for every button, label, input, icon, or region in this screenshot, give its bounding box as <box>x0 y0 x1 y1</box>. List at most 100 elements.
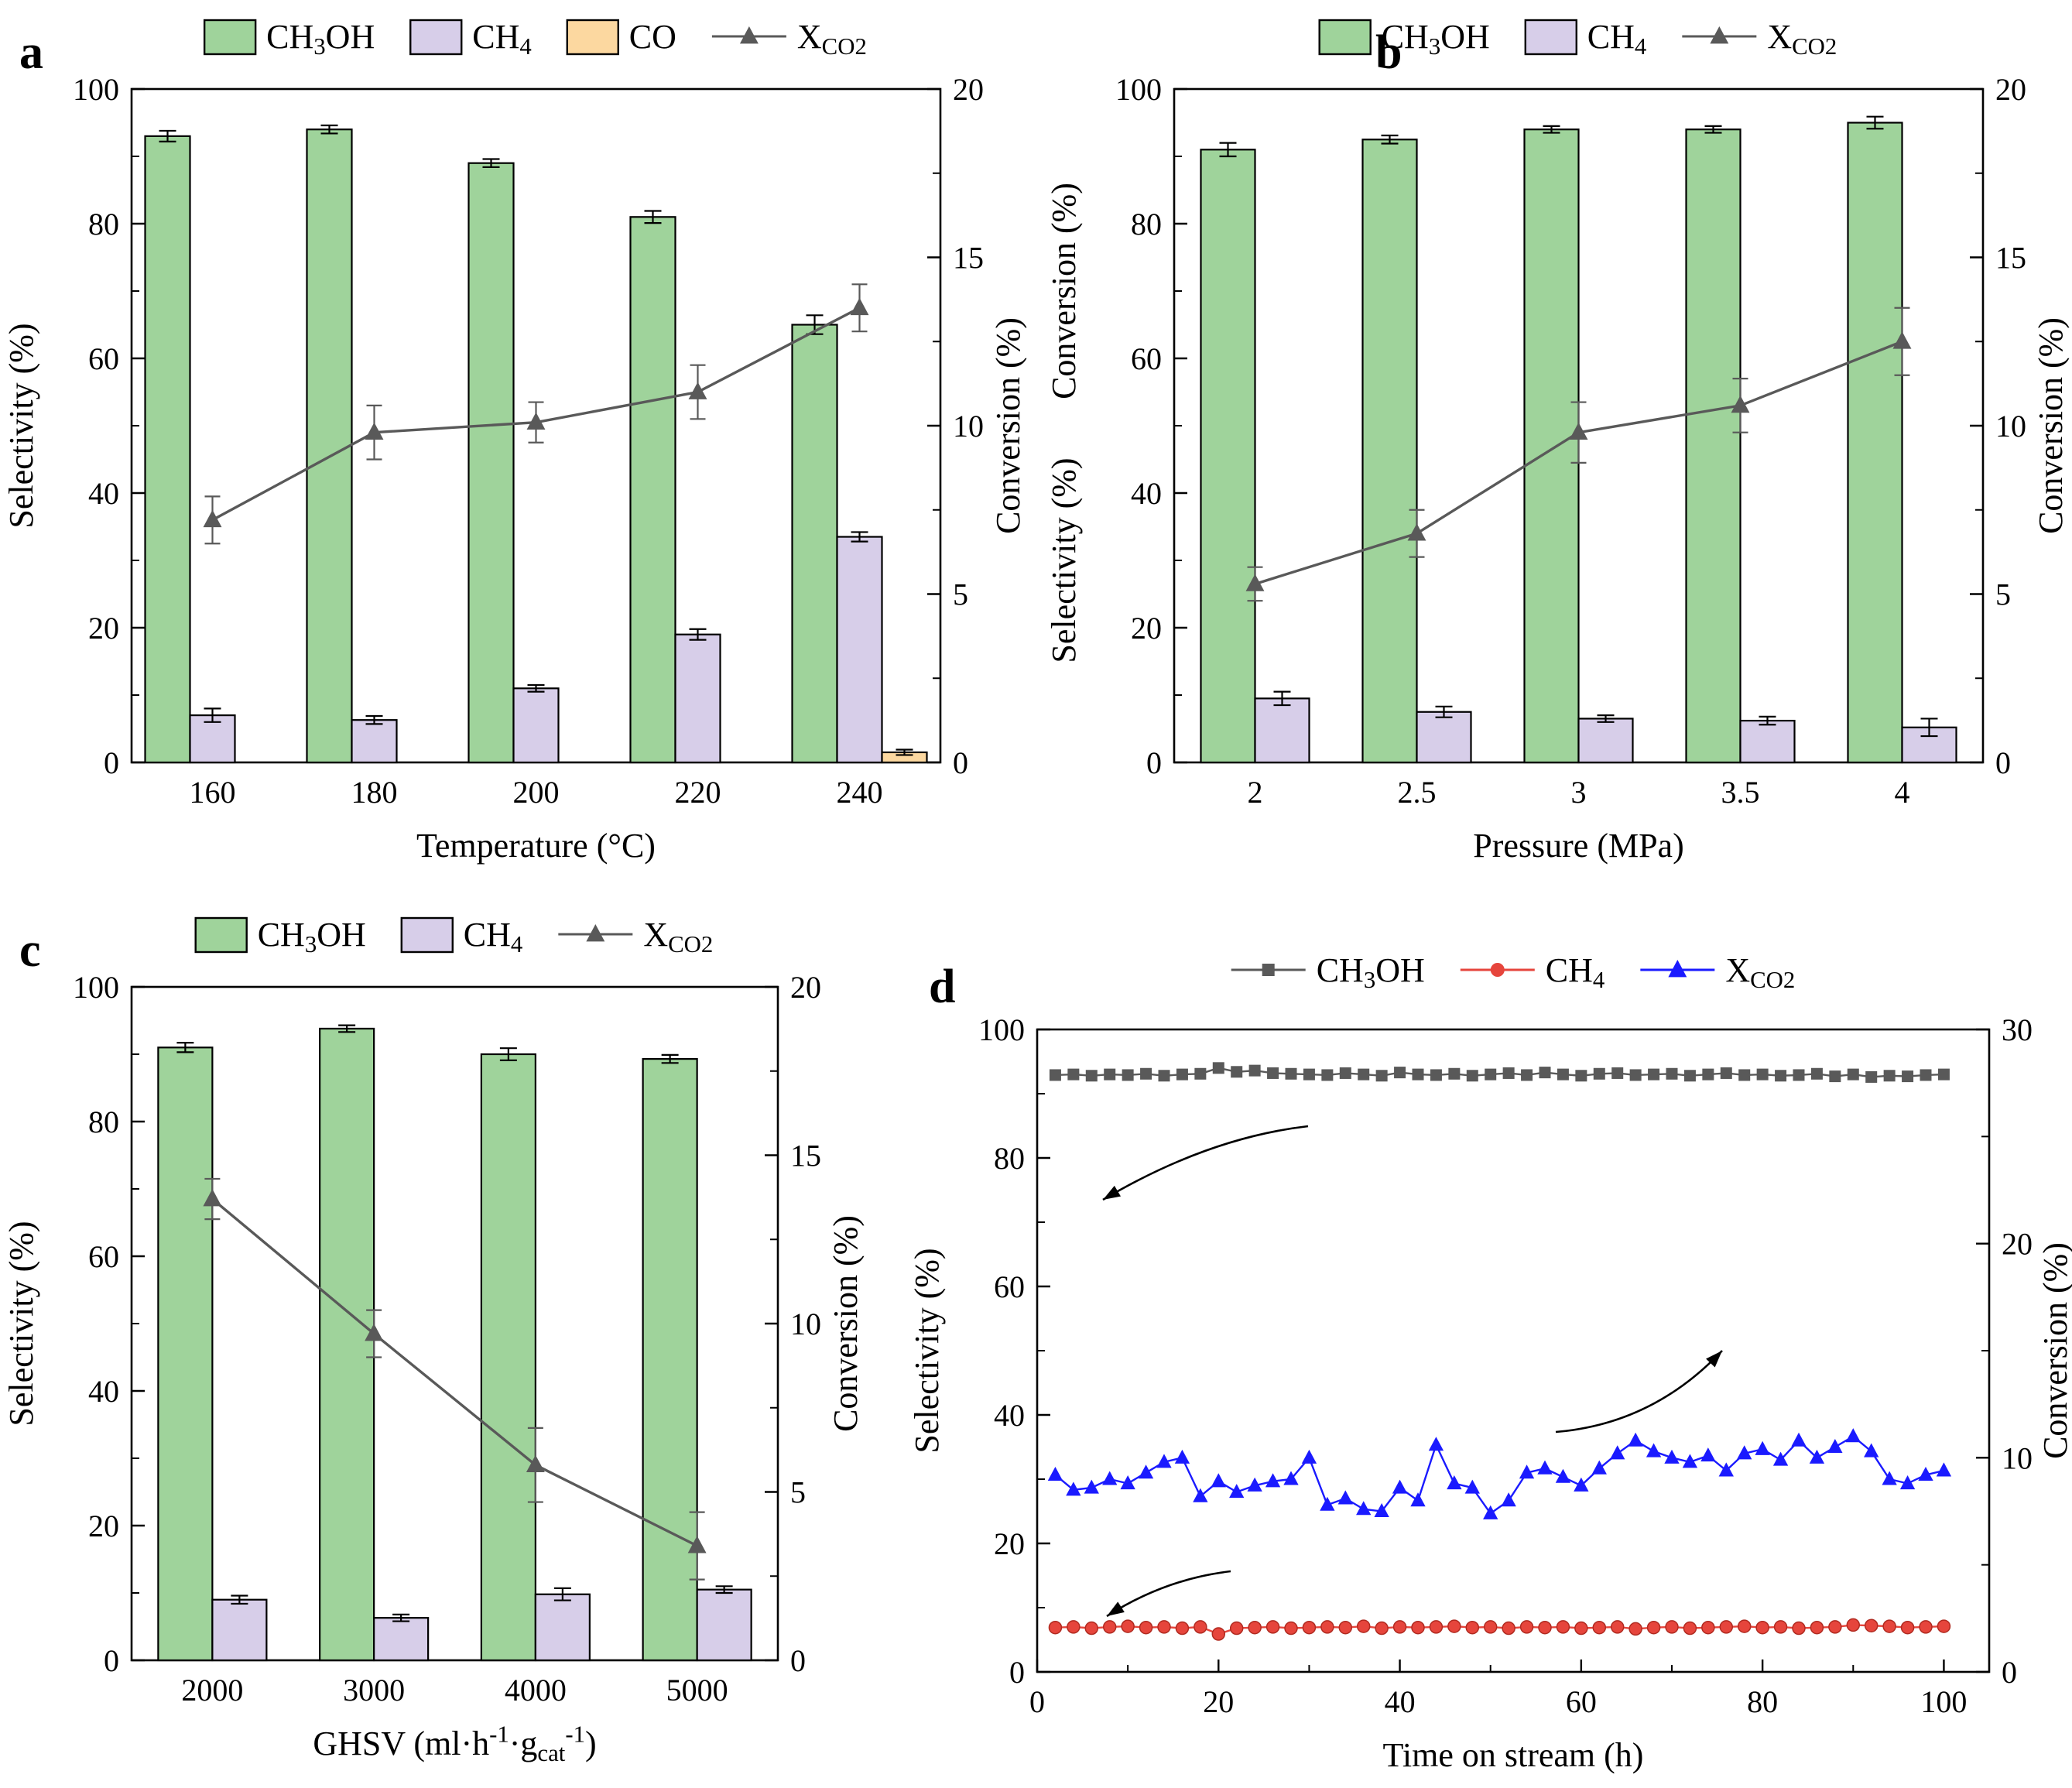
square-marker <box>1793 1069 1805 1081</box>
circle-marker <box>1556 1620 1570 1634</box>
triangle-marker <box>1229 1484 1245 1499</box>
triangle-marker <box>1755 1440 1770 1455</box>
square-marker <box>1085 1070 1098 1082</box>
panel-c-ghsv-chart: c 0 20 40 60 80 100 0 5 10 15 20 2000 3000 4000 5000 GHS… <box>2 916 865 1766</box>
square-marker <box>1937 1068 1950 1081</box>
y-left-label-1: Conversion (%) <box>1045 183 1083 399</box>
bar <box>1577 718 1634 764</box>
chart-text: 20 <box>88 611 119 646</box>
axes: 0 20 40 60 80 100 0 5 10 15 20 160 180 200 220 240 <box>73 72 984 810</box>
triangle-marker <box>1918 1466 1933 1481</box>
circle-marker <box>1302 1620 1317 1635</box>
chart-text: 80 <box>994 1141 1025 1176</box>
legend-item-CH3OH: CH3​OH <box>1318 18 1490 60</box>
chart-text: 80 <box>88 207 119 241</box>
arrow-ch3oh-to-left-axis <box>1102 1125 1309 1201</box>
x-axis-label: GHSV (ml·h-1​·gcat​-1​) <box>313 1721 596 1766</box>
bar <box>696 1588 752 1662</box>
axes: 0 20 40 60 80 100 0 10 20 30 0 20 40 60 80 100 <box>978 1012 2033 1719</box>
bar <box>319 1027 375 1662</box>
bar <box>1523 128 1580 764</box>
chart-text: 20 <box>88 1509 119 1543</box>
circle-marker <box>1882 1619 1896 1633</box>
legend-swatch <box>203 19 257 56</box>
triangle-marker <box>586 924 605 942</box>
triangle-marker <box>1120 1475 1135 1490</box>
chart-text: 0 <box>1995 745 2011 780</box>
triangle-marker <box>1337 1490 1353 1505</box>
triangle-marker <box>1483 1505 1498 1519</box>
chart-text: 60 <box>88 341 119 376</box>
scatter-series-CH4 <box>1048 1618 1951 1641</box>
circle-marker <box>1519 1620 1534 1634</box>
x-tick-label: 100 <box>1920 1684 1967 1719</box>
scatter-series-CH3OH <box>1049 1062 1950 1083</box>
x-tick-label: 240 <box>837 775 883 810</box>
square-marker <box>1666 1067 1678 1080</box>
square-marker <box>1303 1068 1315 1081</box>
x-tick-label: 40 <box>1385 1684 1416 1719</box>
bar <box>512 687 560 764</box>
bar <box>157 1046 214 1662</box>
circle-marker <box>1411 1620 1425 1635</box>
chart-text: 100 <box>73 72 119 107</box>
triangle-marker <box>1447 1475 1462 1490</box>
bar <box>306 128 353 764</box>
legend-label: XCO2​ <box>797 18 867 60</box>
square-marker <box>1557 1068 1569 1081</box>
triangle-marker <box>1646 1443 1662 1457</box>
square-marker <box>1648 1068 1660 1081</box>
triangle-marker <box>365 1324 384 1341</box>
legend-item-CH4: CH4​ <box>1460 951 1605 993</box>
circle-marker <box>1701 1620 1715 1635</box>
y-left-label: Selectivity (%) <box>2 323 40 528</box>
triangle-marker <box>739 26 759 44</box>
triangle-marker <box>1156 1454 1172 1468</box>
triangle-marker <box>1668 960 1687 978</box>
x-tick-label: 200 <box>513 775 560 810</box>
chart-text: 10 <box>1995 409 2026 444</box>
bar <box>1254 697 1310 764</box>
triangle-marker <box>1410 1492 1426 1507</box>
triangle-marker <box>1555 1468 1571 1483</box>
legend-label: CH4​ <box>1546 951 1605 993</box>
x-tick-label: 3000 <box>343 1673 405 1708</box>
triangle-marker <box>1428 1437 1444 1451</box>
x-tick-label: 220 <box>675 775 721 810</box>
legend-label: CH3​OH <box>258 916 366 957</box>
triangle-marker <box>365 422 384 440</box>
chart-text: 20 <box>2002 1227 2033 1262</box>
circle-marker <box>1574 1621 1588 1636</box>
legend: CH3​OH CH4​ XCO2​ <box>194 916 713 957</box>
square-marker <box>1285 1067 1297 1080</box>
square-marker <box>1575 1070 1587 1082</box>
chart-text: 0 <box>790 1643 806 1678</box>
scatter-series-XCO2 <box>1047 1428 1952 1519</box>
square-marker <box>1847 1068 1859 1081</box>
panel-letter: c <box>19 924 41 977</box>
chart-text: 5 <box>790 1475 806 1510</box>
x-tick-label: 3.5 <box>1721 775 1760 810</box>
triangle-marker <box>1320 1496 1335 1511</box>
legend-label: XCO2​ <box>643 916 713 957</box>
circle-marker <box>1284 1621 1298 1636</box>
chart-text: 20 <box>790 970 821 1005</box>
x-tick-label: 80 <box>1747 1684 1778 1719</box>
circle-marker <box>1375 1621 1389 1636</box>
square-marker <box>1756 1068 1769 1081</box>
legend-label: XCO2​ <box>1725 951 1795 993</box>
triangle-marker <box>1936 1462 1952 1477</box>
square-marker <box>1049 1069 1061 1081</box>
bar <box>836 536 883 764</box>
square-marker <box>1358 1068 1370 1081</box>
y-right-label: Conversion (%) <box>2032 317 2070 534</box>
bar <box>480 1053 536 1662</box>
square-marker <box>1466 1070 1478 1082</box>
circle-marker <box>1900 1620 1915 1635</box>
square-marker <box>1720 1067 1732 1079</box>
square-marker <box>1611 1067 1624 1079</box>
triangle-marker <box>1892 331 1912 349</box>
circle-marker <box>1194 1620 1207 1634</box>
chart-text: 15 <box>790 1139 821 1173</box>
triangle-marker <box>1845 1428 1861 1443</box>
